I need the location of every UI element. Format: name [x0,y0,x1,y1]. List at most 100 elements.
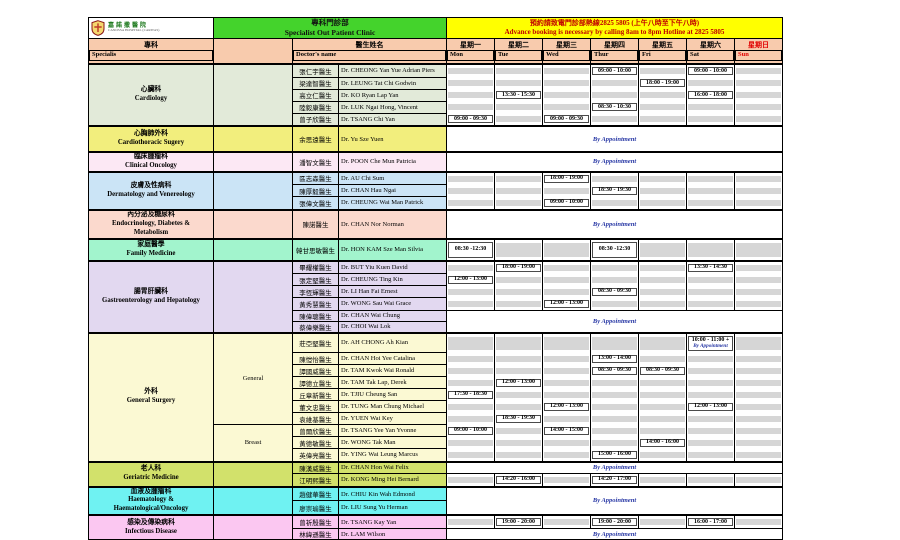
schedule-day-cell [638,101,687,113]
schedule-day-cell [542,514,591,529]
empty-slot [496,367,541,374]
schedule-day-cell [734,388,783,401]
empty-slot [688,451,733,458]
empty-slot [688,391,733,398]
time-slot: 14:20 - 17:00 [592,475,637,484]
day-header-sat: 星期六 Sat [686,37,735,65]
by-appointment-cell: By Appointment [446,485,783,516]
empty-slot [448,476,493,483]
doctor-name-zh: 趙健華醫生 [292,485,339,502]
schedule-day-cell [734,297,783,311]
schedule-day-cell: 14:00 - 15:00 [542,424,591,437]
schedule-day-cell [638,89,687,101]
empty-slot [640,476,685,483]
empty-slot [544,451,589,458]
subgroup-cell [213,514,293,540]
schedule-day-cell [446,285,495,298]
empty-slot [592,415,637,422]
schedule-day-cell [638,259,687,274]
empty-slot [496,175,541,182]
empty-slot [448,379,493,386]
specialty-cell: 家庭醫學 Family Medicine [88,237,214,262]
schedule-day-cell [638,412,687,425]
empty-slot [592,336,637,350]
empty-slot [592,92,637,98]
empty-slot [544,379,589,386]
empty-slot [448,104,493,110]
schedule-day-cell [686,388,735,401]
empty-slot [736,242,781,257]
time-slot: 19:00 - 20:00 [496,518,541,527]
empty-slot [544,92,589,98]
empty-slot [448,367,493,374]
subgroup-cell: Breast [213,424,293,463]
schedule-day-cell: 13:30 - 15:30 [494,89,543,101]
empty-slot [448,199,493,206]
empty-slot [544,439,589,446]
schedule-day-cell [734,184,783,197]
empty-slot [592,427,637,434]
subgroup-cell: General [213,331,293,426]
empty-slot [544,336,589,350]
empty-slot [496,427,541,434]
schedule-day-cell [638,196,687,210]
hospital-logo: 嘉諾撒醫院 CANOSSA HOSPITAL (CARITAS) [88,17,214,39]
schedule-day-cell [686,352,735,365]
hotline-zh: 預約請致電門診部熱線2825 5805 (上午八時至下午八時) [529,18,700,27]
doctor-name-en: Dr. CHIU Kin Wah Edmond [338,485,447,502]
doctor-name-en: Dr. LUK Ngai Hong, Vincent [338,100,447,114]
doctor-name-zh: 董文忠醫生 [292,400,339,414]
empty-slot [496,116,541,122]
schedule-day-cell [542,101,591,113]
schedule-day-cell [542,63,591,77]
empty-slot [592,403,637,410]
schedule-day-cell [686,424,735,437]
schedule-day-cell [638,273,687,286]
time-slot: 08:30 -12:30 [592,241,637,258]
time-slot: 09:00 - 10:00 [688,67,733,75]
empty-slot [544,264,589,271]
schedule-day-cell [734,473,783,487]
empty-slot [544,288,589,295]
schedule-day-cell [542,259,591,274]
doctor-name-en: Dr. WONG Tak Man [338,436,447,450]
schedule-day-cell [734,400,783,413]
schedule-day-cell [542,436,591,449]
schedule-day-cell [494,170,543,185]
doctor-name-en: Dr. TAM Tak Lap, Derek [338,376,447,390]
schedule-day-cell [446,170,495,185]
schedule-day-cell [542,352,591,365]
empty-slot [496,391,541,398]
day-header-thur: 星期四 Thur [590,37,639,65]
schedule-day-cell [686,196,735,210]
doctor-name-zh: 陳愷怡醫生 [292,352,339,366]
schedule-day-cell [638,424,687,437]
schedule-day-cell [494,101,543,113]
doctor-name-zh: 陳諾醫生 [292,208,339,240]
empty-slot [688,199,733,206]
specialty-cell: 皮膚及性病科 Dermatology and Venereology [88,170,214,211]
empty-slot [688,355,733,362]
specialty-cell: 心臟科 Cardiology [88,63,214,127]
empty-slot [448,451,493,458]
time-slot: 15:00 - 16:00 [592,450,637,459]
schedule-day-cell [494,297,543,311]
schedule-day-cell [590,400,639,413]
empty-slot [640,355,685,362]
schedule-day-cell [446,297,495,311]
doctor-name-en: Dr. LEUNG Tat Chi Godwin [338,76,447,90]
empty-slot [544,187,589,194]
time-slot: 09:00 - 10:00 [544,198,589,207]
schedule-day-cell [734,170,783,185]
empty-slot [640,264,685,271]
doctor-name-zh: 曾爾欣醫生 [292,424,339,438]
doctor-name-en: Dr. LAM Wilson [338,528,447,540]
schedule-day-cell: 18:00 - 19:00 [494,259,543,274]
day-header-wed: 星期三 Wed [542,37,591,65]
doctor-name-zh: 曾子欣醫生 [292,112,339,127]
schedule-day-cell [446,184,495,197]
empty-slot [736,403,781,410]
time-slot: 09:00 - 09:30 [448,115,493,123]
schedule-day-cell [686,184,735,197]
specialty-cell: 腸胃肝臟科 Gastroenterology and Hepatology [88,259,214,334]
